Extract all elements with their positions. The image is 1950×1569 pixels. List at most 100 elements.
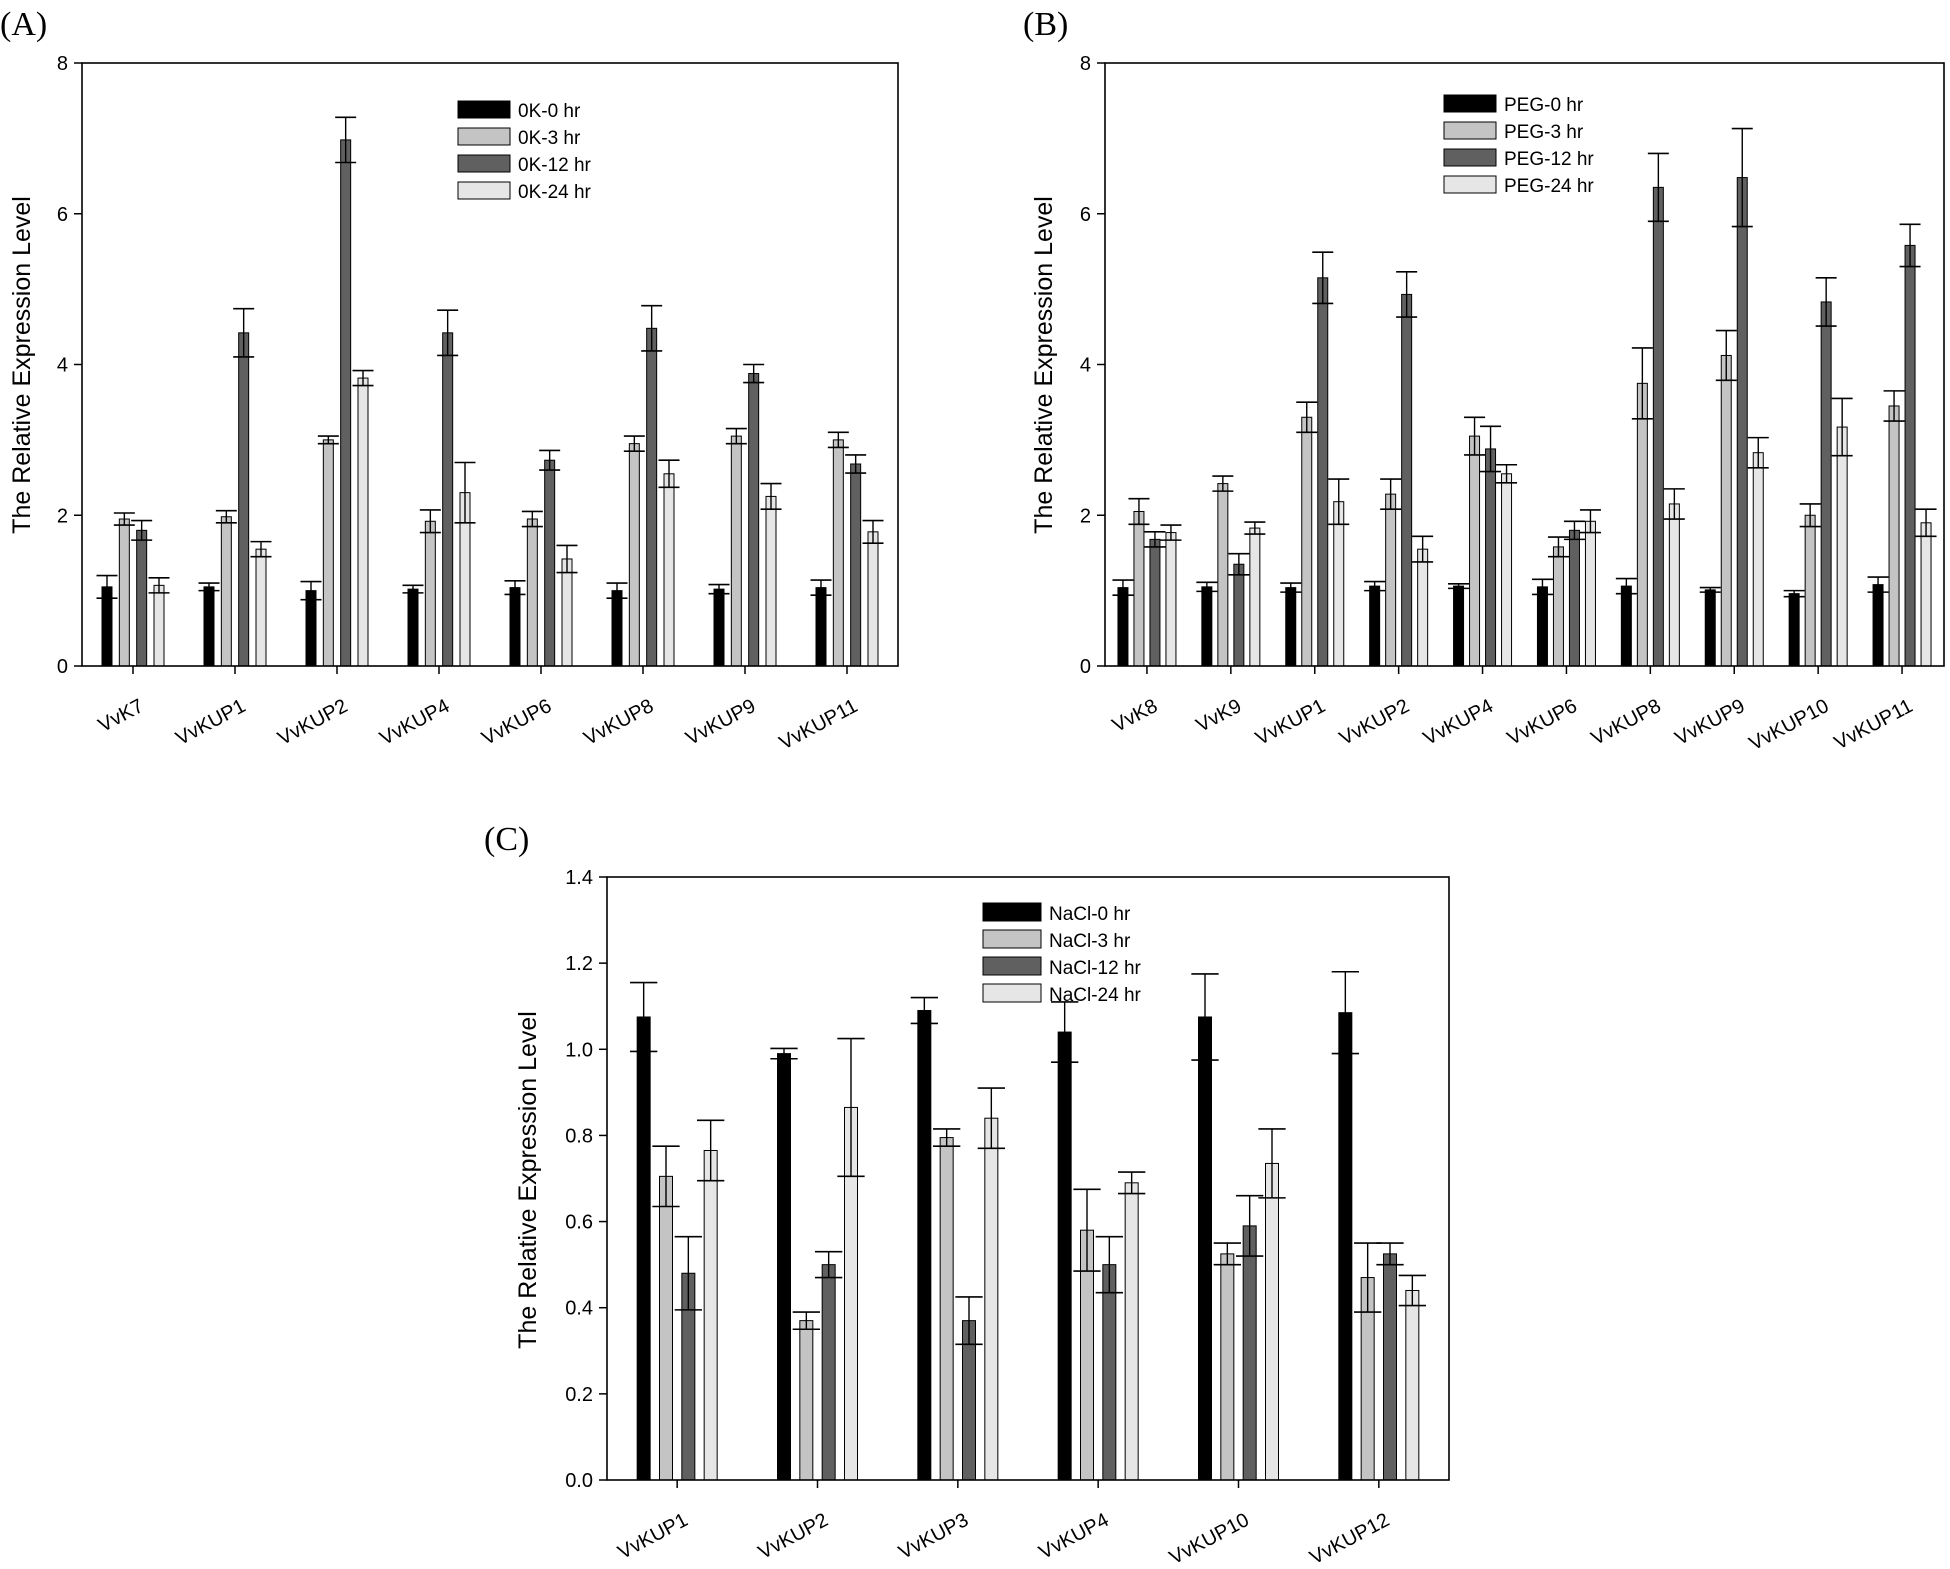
bar <box>238 332 250 667</box>
bar <box>1536 586 1548 667</box>
bar <box>1453 585 1465 667</box>
bar <box>939 1137 954 1481</box>
bar <box>1165 532 1177 667</box>
bar <box>1285 587 1297 667</box>
bar <box>1401 293 1413 667</box>
y-tick-label: 6 <box>57 204 68 226</box>
bar <box>1752 452 1764 667</box>
bar <box>509 587 521 667</box>
legend-swatch <box>1443 175 1497 194</box>
y-tick-label: 0.6 <box>565 1212 593 1234</box>
y-tick-label: 0.0 <box>565 1470 593 1492</box>
legend-swatch <box>1443 148 1497 167</box>
legend-swatch <box>1443 94 1497 113</box>
bar <box>1249 527 1261 667</box>
y-tick-label: 0.8 <box>565 1125 593 1147</box>
bar <box>1620 585 1632 667</box>
bar <box>305 590 317 667</box>
bar <box>730 435 742 667</box>
x-tick-label: VvKUP8 <box>580 695 657 750</box>
bar <box>340 139 352 667</box>
bar <box>255 548 267 667</box>
legend-swatch <box>982 929 1042 949</box>
bar <box>1836 426 1848 667</box>
legend-label: PEG-12 hr <box>1504 149 1594 170</box>
bar <box>1668 503 1680 667</box>
legend-label: 0K-3 hr <box>518 128 581 149</box>
bar <box>1217 483 1229 667</box>
bar <box>544 459 556 667</box>
legend-label: 0K-24 hr <box>518 182 592 203</box>
x-tick-label: VvKUP2 <box>1336 695 1413 750</box>
legend: PEG-0 hr PEG-3 hr PEG-12 hr PEG-24 hr <box>1443 94 1594 197</box>
x-tick-label: VvKUP10 <box>1166 1509 1253 1569</box>
x-tick-label: VvKUP6 <box>478 695 555 750</box>
bar <box>917 1010 932 1481</box>
bar <box>1485 448 1497 667</box>
bar <box>1720 354 1732 667</box>
bar <box>1552 546 1564 667</box>
bar <box>765 495 777 667</box>
plot-frame <box>81 62 899 667</box>
x-tick-label: VvKUP3 <box>895 1509 972 1564</box>
bar <box>1920 522 1932 667</box>
bar <box>628 443 640 667</box>
bar <box>1242 1225 1257 1481</box>
bar <box>703 1150 718 1481</box>
x-tick-label: VvK7 <box>95 695 148 737</box>
plot-frame <box>606 876 1450 1481</box>
bar <box>1904 244 1916 667</box>
bar <box>1117 587 1129 667</box>
plot-frame <box>1104 62 1945 667</box>
x-tick-label: VvKUP8 <box>1588 695 1665 750</box>
bar <box>748 373 760 667</box>
bar <box>153 584 165 667</box>
chart-panel-a: (A) The Relative Expression Level 0 2 4 6 8 VvK… <box>0 6 899 754</box>
y-axis-title: The Relative Expression Level <box>514 1011 542 1349</box>
bar <box>1317 277 1329 667</box>
x-tick-label: VvK9 <box>1193 695 1246 737</box>
legend-label: NaCl-3 hr <box>1049 931 1131 952</box>
x-tick-label: VvKUP2 <box>755 1509 832 1564</box>
y-tick-label: 0.4 <box>565 1298 593 1320</box>
bar <box>1102 1264 1117 1481</box>
bar <box>526 518 538 667</box>
bar <box>357 377 369 667</box>
legend-label: PEG-24 hr <box>1504 176 1594 197</box>
y-tick-label: 2 <box>57 505 68 527</box>
bar <box>1872 584 1884 667</box>
legend-swatch <box>457 181 511 200</box>
bar <box>611 590 623 667</box>
bar <box>1584 520 1596 667</box>
bar <box>1201 586 1213 667</box>
y-axis-title: The Relative Expression Level <box>1030 196 1058 534</box>
legend-label: 0K-12 hr <box>518 155 592 176</box>
y-tick-label: 1.0 <box>565 1039 593 1061</box>
legend: 0K-0 hr 0K-3 hr 0K-12 hr 0K-24 hr <box>457 100 592 203</box>
y-tick-label: 2 <box>1080 505 1091 527</box>
x-tick-label: VvK8 <box>1109 695 1162 737</box>
y-tick-label: 6 <box>1080 204 1091 226</box>
legend: NaCl-0 hr NaCl-3 hr NaCl-12 hr NaCl-24 hr <box>982 902 1142 1006</box>
panel-label: (A) <box>0 6 47 43</box>
bar <box>1338 1012 1353 1481</box>
chart-panel-c: (C) The Relative Expression Level 0.0 0.2 0.… <box>484 821 1450 1569</box>
bar <box>1820 301 1832 667</box>
y-tick-label: 4 <box>1080 355 1091 377</box>
y-axis-title: The Relative Expression Level <box>8 196 36 534</box>
bar <box>322 439 334 667</box>
y-tick-label: 1.2 <box>565 953 593 975</box>
x-tick-label: VvKUP6 <box>1504 695 1581 750</box>
bar <box>1888 405 1900 667</box>
bar <box>1124 1182 1139 1481</box>
bar <box>1704 589 1716 667</box>
bar <box>1405 1289 1420 1481</box>
x-tick-label: VvKUP1 <box>614 1509 691 1564</box>
x-tick-label: VvKUP10 <box>1746 695 1833 755</box>
bar <box>659 1175 673 1481</box>
bar <box>1369 585 1381 667</box>
bar <box>1333 501 1345 667</box>
bar <box>1652 186 1664 667</box>
bar <box>118 518 130 667</box>
